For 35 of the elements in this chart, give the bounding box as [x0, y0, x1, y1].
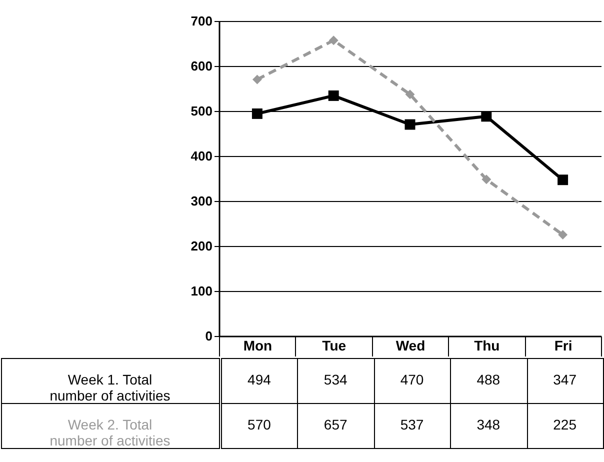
- y-tick-label: 100: [190, 284, 212, 298]
- y-tick-label: 400: [190, 148, 212, 164]
- point: [405, 90, 415, 100]
- point: [482, 174, 492, 184]
- point: [404, 119, 416, 130]
- x-tick-label: Wed: [396, 338, 426, 354]
- data-label: 348: [476, 416, 500, 432]
- data-label: 534: [324, 372, 348, 388]
- point: [481, 111, 492, 122]
- x-tick-label: Thu: [474, 338, 500, 354]
- data-label: 470: [400, 372, 424, 388]
- data-label: 537: [400, 416, 424, 432]
- y-tick-label: 500: [190, 104, 212, 118]
- data-label: 225: [553, 416, 577, 432]
- y-tick-label: 600: [190, 58, 212, 74]
- point: [252, 74, 262, 84]
- data-label: 570: [248, 416, 272, 432]
- point: [558, 230, 568, 240]
- y-tick-label: 0: [205, 328, 212, 344]
- text: Week 1. Total number of activities: [50, 372, 170, 404]
- text: Week 2. Total number of activities: [50, 416, 170, 448]
- x-tick-label: Tue: [322, 338, 346, 354]
- data-label: 494: [248, 372, 272, 388]
- point: [558, 174, 568, 186]
- y-tick-label: 200: [190, 238, 212, 254]
- data-label: 488: [476, 372, 500, 388]
- data-label: 347: [553, 372, 577, 388]
- data-label: 657: [324, 416, 348, 432]
- point: [328, 90, 339, 101]
- y-tick-label: 700: [190, 14, 212, 28]
- y-tick-label: 300: [190, 194, 212, 208]
- point: [328, 36, 338, 46]
- x-tick-label: Mon: [243, 338, 272, 354]
- point: [252, 108, 262, 119]
- x-tick-label: Fri: [554, 338, 572, 354]
